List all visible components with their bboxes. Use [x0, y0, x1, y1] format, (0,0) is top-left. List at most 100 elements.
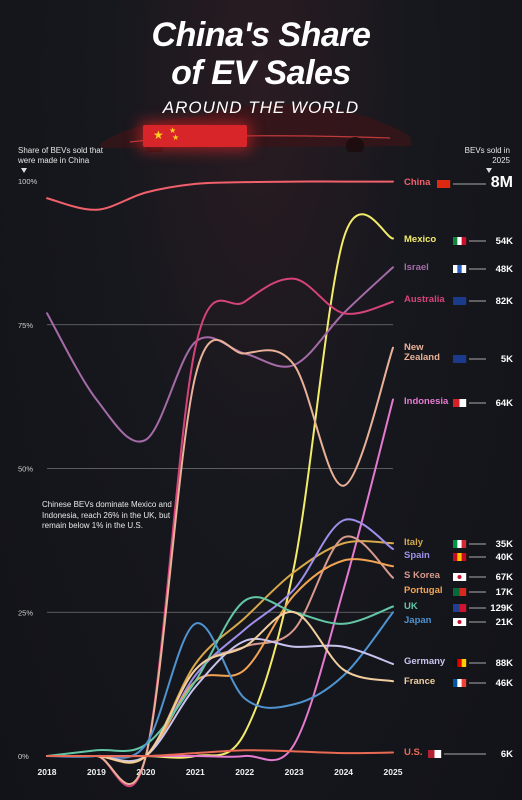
- series-label: Israel: [404, 262, 429, 273]
- x-tick-label: 2023: [285, 767, 304, 777]
- flag-icon: [457, 575, 462, 579]
- series-line-indonesia: [46, 398, 394, 762]
- right-column-header: BEVs sold in 2025: [464, 146, 510, 165]
- series-label: Japan: [404, 615, 432, 626]
- sold-value: 21K: [496, 617, 514, 628]
- sold-value: 54K: [496, 236, 514, 247]
- flag-icon: [457, 540, 462, 548]
- flag-icon: [461, 540, 467, 548]
- flag-icon: [453, 297, 460, 305]
- series-label: Zealand: [404, 352, 440, 363]
- sold-value: 46K: [496, 678, 514, 689]
- flag-icon: [459, 573, 467, 581]
- series-label: Mexico: [404, 234, 436, 245]
- y-tick-label: 100%: [18, 177, 38, 186]
- down-arrow-icon: [21, 168, 27, 173]
- sold-value: 35K: [496, 539, 514, 550]
- y-tick-label: 0%: [18, 752, 29, 761]
- series-line-uk: [46, 596, 394, 757]
- x-tick-label: 2024: [334, 767, 353, 777]
- sold-value: 6K: [501, 749, 513, 760]
- flag-icon: [459, 355, 467, 363]
- series-label: Portugal: [404, 585, 443, 596]
- flag-icon: [459, 399, 467, 407]
- sold-value: 88K: [496, 658, 514, 669]
- flag-icon: [459, 588, 467, 596]
- x-tick-label: 2022: [235, 767, 254, 777]
- flag-icon: [457, 237, 462, 245]
- x-tick-label: 2018: [38, 767, 57, 777]
- title-line-2: of EV Sales: [171, 54, 351, 92]
- series-label: S Korea: [404, 570, 441, 581]
- down-arrow-icon: [486, 168, 492, 173]
- series-label: Indonesia: [404, 396, 449, 407]
- flag-icon: [461, 679, 467, 687]
- series-line-china: [46, 180, 394, 211]
- title-line-1: China's Share: [151, 16, 371, 54]
- series-label: New: [404, 342, 424, 353]
- flag-icon: [437, 180, 444, 188]
- sold-value: 64K: [496, 398, 514, 409]
- sold-value: 82K: [496, 296, 514, 307]
- subtitle: AROUND THE WORLD: [162, 98, 360, 117]
- flag-icon: [457, 265, 462, 273]
- series-label: Spain: [404, 550, 430, 561]
- sold-value: 48K: [496, 264, 514, 275]
- flag-icon: [453, 618, 460, 626]
- flag-icon: [457, 659, 462, 667]
- sold-value: 40K: [496, 552, 514, 563]
- sold-value: 129K: [490, 603, 513, 614]
- series-label: Australia: [404, 294, 445, 305]
- flag-icon: [453, 265, 458, 273]
- series-line-new-zealand: [46, 338, 394, 785]
- y-tick-label: 25%: [18, 608, 33, 617]
- chart-annotation: Chinese BEVs dominate Mexico and Indones…: [42, 500, 172, 530]
- series-label: France: [404, 676, 435, 687]
- flag-icon: [461, 237, 467, 245]
- series-label: Germany: [404, 656, 446, 667]
- flag-icon: [461, 553, 467, 561]
- flag-icon: [459, 604, 467, 612]
- flag-icon: [461, 659, 467, 667]
- x-tick-label: 2020: [136, 767, 155, 777]
- x-tick-label: 2025: [384, 767, 403, 777]
- x-tick-label: 2019: [87, 767, 106, 777]
- series-line-japan: [46, 611, 394, 759]
- flag-icon: [453, 355, 460, 363]
- sold-value: 17K: [496, 587, 514, 598]
- series-label: U.S.: [404, 747, 422, 758]
- flag-icon: [453, 399, 460, 407]
- flag-icon: [459, 297, 467, 305]
- flag-icon: [453, 659, 458, 667]
- series-label: Italy: [404, 537, 424, 548]
- flag-icon: [434, 750, 442, 758]
- flag-star-icon: ★: [172, 133, 180, 142]
- flag-icon: [459, 618, 467, 626]
- y-tick-label: 75%: [18, 321, 33, 330]
- series-line-israel: [46, 266, 394, 443]
- flag-icon: [457, 679, 462, 687]
- flag-icon: [453, 679, 458, 687]
- series-label: UK: [404, 601, 418, 612]
- left-axis-header: Share of BEVs sold that were made in Chi…: [18, 146, 103, 165]
- y-tick-label: 50%: [18, 465, 33, 474]
- series-line-australia: [46, 277, 394, 788]
- sold-value: 8M: [491, 174, 513, 191]
- flag-icon: [453, 553, 458, 561]
- series-line-germany: [46, 637, 394, 763]
- china-flag-bar: ★ ★ ★: [143, 125, 247, 147]
- flag-icon: [461, 265, 467, 273]
- series-line-france: [46, 611, 394, 764]
- series-line-u-s-: [46, 749, 394, 758]
- flag-icon: [443, 180, 451, 188]
- flag-icon: [453, 540, 458, 548]
- series-label: China: [404, 177, 431, 188]
- sold-value: 67K: [496, 572, 514, 583]
- flag-icon: [453, 237, 458, 245]
- flag-icon: [428, 750, 435, 758]
- flag-star-icon: ★: [169, 126, 177, 135]
- flag-icon: [453, 573, 460, 581]
- flag-icon: [453, 604, 460, 612]
